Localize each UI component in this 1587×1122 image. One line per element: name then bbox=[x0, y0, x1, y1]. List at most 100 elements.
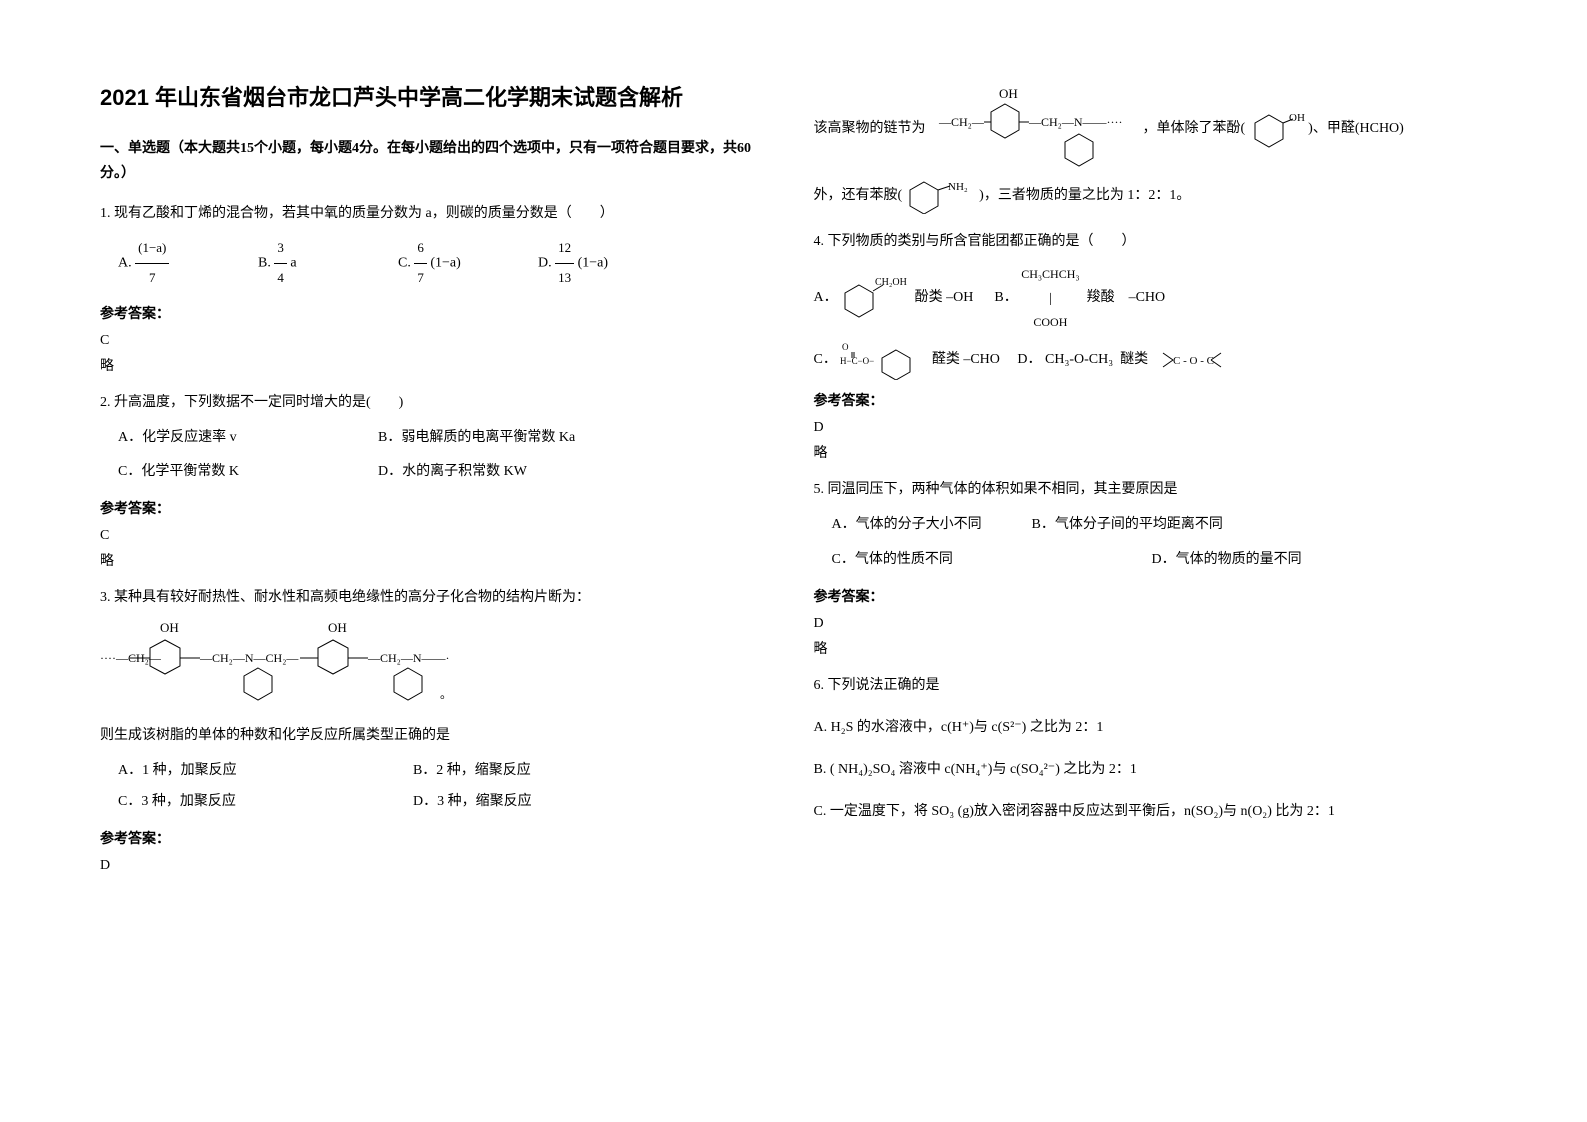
svg-text:CH₂OH: CH₂OH bbox=[875, 277, 907, 288]
q2-opt-b: B．弱电解质的电离平衡常数 Ka bbox=[378, 423, 638, 454]
fraction: 12 13 bbox=[555, 234, 574, 292]
svg-text:····—CH₂—: ····—CH₂— bbox=[100, 651, 162, 665]
q1-options: A. (1−a) 7 B. 3 4 a C. 6 7 (1−a) D. bbox=[118, 234, 774, 292]
ester-icon: O H−C−O− bbox=[840, 340, 928, 380]
q3-answer: D bbox=[100, 858, 774, 874]
repeat-unit-icon: OH —CH₂— —CH₂—N——···· bbox=[929, 86, 1139, 172]
svg-text:—CH₂—N——····: —CH₂—N——···· bbox=[367, 651, 450, 665]
suffix: (1−a) bbox=[430, 256, 460, 271]
svg-text:—CH₂—: —CH₂— bbox=[938, 115, 985, 129]
q3-options: A．1 种，加聚反应 B．2 种，缩聚反应 C．3 种，加聚反应 D．3 种，缩… bbox=[118, 756, 774, 818]
section-header: 一、单选题（本大题共15个小题，每小题4分。在每小题给出的四个选项中，只有一项符… bbox=[100, 136, 774, 186]
q4-stem: 4. 下列物质的类别与所含官能团都正确的是（ ） bbox=[814, 228, 1488, 256]
fraction: (1−a) 7 bbox=[135, 234, 169, 292]
q5-opt-a: A．气体的分子大小不同 bbox=[832, 510, 1032, 541]
formula-top: CH₃CHCH₃ bbox=[1021, 267, 1079, 281]
q4-opt-b-label: B． bbox=[994, 290, 1017, 305]
frac-den: 4 bbox=[274, 264, 287, 293]
svg-text:OH: OH bbox=[999, 86, 1018, 101]
q4-opt-b-text: 羧酸 –CHO bbox=[1087, 290, 1166, 305]
answer-label: 参考答案： bbox=[100, 498, 774, 518]
benzyl-alcohol-icon: CH₂OH bbox=[841, 275, 911, 321]
q6-opt-a: A. H₂S 的水溶液中，c(H⁺)与 c(S²⁻) 之比为 2：1 bbox=[814, 714, 1488, 742]
q5-stem: 5. 同温同压下，两种气体的体积如果不相同，其主要原因是 bbox=[814, 476, 1488, 504]
phenol-icon: OH bbox=[1249, 109, 1305, 149]
frac-den: 7 bbox=[135, 264, 169, 293]
fraction: 6 7 bbox=[414, 234, 427, 292]
q4-opt-d-text: 醚类 bbox=[1120, 352, 1148, 367]
explain-tail: )、甲醛(HCHO) bbox=[1308, 121, 1404, 136]
q6-opt-c: C. 一定温度下，将 SO₃ (g)放入密闭容器中反应达到平衡后，n(SO₂)与… bbox=[814, 798, 1488, 826]
explain-row2-prefix: 外，还有苯胺( bbox=[814, 188, 903, 203]
q5-answer: D bbox=[814, 616, 1488, 632]
opt-label: C. bbox=[398, 256, 411, 271]
q3-opt-c: C．3 种，加聚反应 bbox=[118, 787, 413, 818]
q5-options-2: C．气体的性质不同 D．气体的物质的量不同 bbox=[832, 545, 1488, 576]
opt-label: A. bbox=[118, 256, 132, 271]
q4-row-ab: A． CH₂OH 酚类 –OH B． CH₃CHCH₃ │ COOH 羧酸 –C… bbox=[814, 262, 1488, 334]
frac-num: 12 bbox=[555, 234, 574, 264]
q4-opt-c-label: C． bbox=[814, 352, 837, 367]
svg-text:NH₂: NH₂ bbox=[948, 181, 968, 193]
q1-note: 略 bbox=[100, 355, 774, 375]
q4-opt-a-label: A． bbox=[814, 290, 838, 305]
frac-den: 13 bbox=[555, 264, 574, 293]
q4-opt-d-formula: CH₃-O-CH₃ bbox=[1045, 352, 1113, 367]
q4-opt-d-label: D． bbox=[1017, 352, 1041, 367]
q1-opt-c: C. 6 7 (1−a) bbox=[398, 234, 538, 292]
q1-opt-a: A. (1−a) 7 bbox=[118, 234, 258, 292]
svg-text:—CH₂—N—CH₂—: —CH₂—N—CH₂— bbox=[199, 651, 299, 665]
svg-text:—CH₂—N——····: —CH₂—N——···· bbox=[1028, 115, 1123, 129]
q2-opt-c: C．化学平衡常数 K bbox=[118, 457, 378, 488]
q3-explain-1: 该高聚物的链节为 OH —CH₂— —CH₂—N——···· ，单体除了苯酚( … bbox=[814, 86, 1488, 172]
svg-text:H−C−O−: H−C−O− bbox=[840, 356, 874, 366]
polymer-structure-icon: OH ····—CH₂— —CH₂—N—CH₂— OH —CH₂—N——····… bbox=[100, 618, 450, 708]
frac-num: (1−a) bbox=[135, 234, 169, 264]
q4-note: 略 bbox=[814, 442, 1488, 462]
opt-label: B. bbox=[258, 256, 271, 271]
q3-structure: OH ····—CH₂— —CH₂—N—CH₂— OH —CH₂—N——····… bbox=[100, 618, 774, 708]
q6-opt-b: B. ( NH₄)₂SO₄ 溶液中 c(NH₄⁺)与 c(SO₄²⁻) 之比为 … bbox=[814, 756, 1488, 784]
suffix: (1−a) bbox=[578, 256, 608, 271]
q5-opt-b: B．气体分子间的平均距离不同 bbox=[1032, 510, 1243, 541]
q5-opt-c: C．气体的性质不同 bbox=[832, 545, 1152, 576]
q3-line2: 则生成该树脂的单体的种数和化学反应所属类型正确的是 bbox=[100, 722, 774, 750]
q2-options: A．化学反应速率 v B．弱电解质的电离平衡常数 Ka bbox=[118, 423, 774, 454]
q3-opt-d: D．3 种，缩聚反应 bbox=[413, 787, 708, 818]
q4-b-formula: CH₃CHCH₃ │ COOH bbox=[1021, 262, 1079, 334]
svg-text:OH: OH bbox=[160, 620, 179, 635]
frac-den: 7 bbox=[414, 264, 427, 293]
answer-label: 参考答案： bbox=[100, 828, 774, 848]
q1-opt-b: B. 3 4 a bbox=[258, 234, 398, 292]
q2-answer: C bbox=[100, 528, 774, 544]
q5-note: 略 bbox=[814, 638, 1488, 658]
q2-opt-d: D．水的离子积常数 KW bbox=[378, 457, 638, 488]
svg-text:OH: OH bbox=[1289, 112, 1305, 124]
q4-answer: D bbox=[814, 420, 1488, 436]
frac-num: 6 bbox=[414, 234, 427, 264]
q1-stem: 1. 现有乙酸和丁烯的混合物，若其中氧的质量分数为 a，则碳的质量分数是（ ） bbox=[100, 200, 774, 228]
ether-group-icon: C - O - C bbox=[1159, 345, 1229, 375]
q3-explain-2: 外，还有苯胺( NH₂ )，三者物质的量之比为 1：2：1。 bbox=[814, 178, 1488, 214]
q5-opt-d: D．气体的物质的量不同 bbox=[1152, 545, 1322, 576]
svg-text:C - O - C: C - O - C bbox=[1173, 355, 1214, 367]
explain-prefix: 该高聚物的链节为 bbox=[814, 121, 926, 136]
frac-num: 3 bbox=[274, 234, 287, 264]
explain-mid: ，单体除了苯酚( bbox=[1143, 121, 1246, 136]
answer-label: 参考答案： bbox=[100, 303, 774, 323]
suffix: a bbox=[290, 256, 296, 271]
q6-stem: 6. 下列说法正确的是 bbox=[814, 672, 1488, 700]
fraction: 3 4 bbox=[274, 234, 287, 292]
q2-stem: 2. 升高温度，下列数据不一定同时增大的是( ) bbox=[100, 389, 774, 417]
opt-label: D. bbox=[538, 256, 552, 271]
page-title: 2021 年山东省烟台市龙口芦头中学高二化学期末试题含解析 bbox=[100, 80, 774, 112]
svg-text:。: 。 bbox=[440, 687, 450, 701]
q1-opt-d: D. 12 13 (1−a) bbox=[538, 234, 678, 292]
q2-note: 略 bbox=[100, 550, 774, 570]
left-column: 2021 年山东省烟台市龙口芦头中学高二化学期末试题含解析 一、单选题（本大题共… bbox=[100, 80, 774, 1082]
explain-row2-tail: )，三者物质的量之比为 1：2：1。 bbox=[979, 188, 1190, 203]
svg-text:O: O bbox=[842, 342, 849, 352]
q3-opt-a: A．1 种，加聚反应 bbox=[118, 756, 413, 787]
q3-opt-b: B．2 种，缩聚反应 bbox=[413, 756, 708, 787]
q5-options-1: A．气体的分子大小不同 B．气体分子间的平均距离不同 bbox=[832, 510, 1488, 541]
